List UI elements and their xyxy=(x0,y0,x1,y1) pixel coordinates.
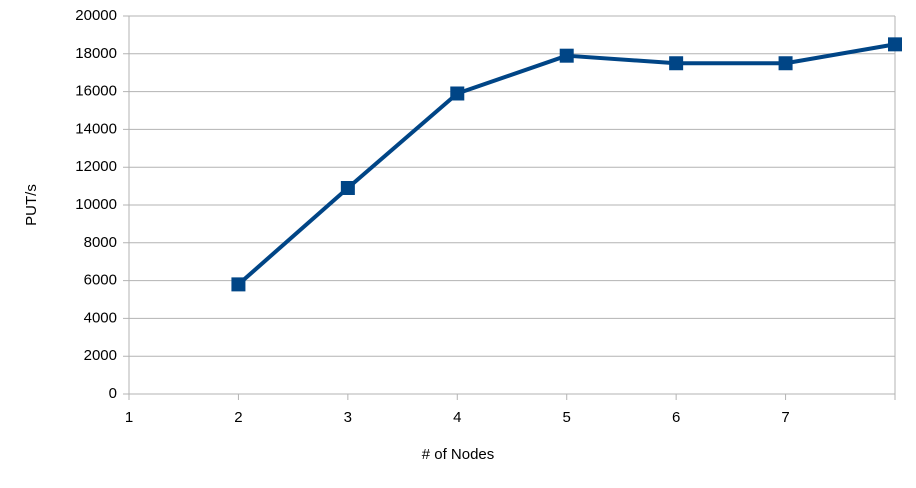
x-axis-title: # of Nodes xyxy=(422,446,495,463)
y-tick-label: 18000 xyxy=(75,45,117,62)
x-tick-label: 1 xyxy=(125,409,133,426)
y-tick-label: 20000 xyxy=(75,7,117,24)
y-tick-label: 2000 xyxy=(84,347,117,364)
y-tick-label: 14000 xyxy=(75,120,117,137)
marker xyxy=(231,277,246,292)
x-tick-label: 2 xyxy=(234,409,242,426)
x-tick-label: 7 xyxy=(781,409,789,426)
y-axis-title: PUT/s xyxy=(23,184,40,226)
marker xyxy=(559,48,574,63)
y-tick-label: 0 xyxy=(109,385,117,402)
marker xyxy=(669,56,684,71)
y-tick-label: 10000 xyxy=(75,196,117,213)
y-tick-label: 12000 xyxy=(75,158,117,175)
marker xyxy=(450,86,465,101)
y-tick-label: 4000 xyxy=(84,309,117,326)
marker xyxy=(340,180,355,195)
x-tick-label: 5 xyxy=(563,409,571,426)
y-tick-label: 8000 xyxy=(84,234,117,251)
x-tick-label: 4 xyxy=(453,409,461,426)
marker xyxy=(778,56,793,71)
y-tick-label: 16000 xyxy=(75,83,117,100)
marker xyxy=(888,37,902,52)
y-tick-label: 6000 xyxy=(84,272,117,289)
x-tick-label: 6 xyxy=(672,409,680,426)
x-tick-label: 3 xyxy=(344,409,352,426)
line xyxy=(237,42,896,286)
